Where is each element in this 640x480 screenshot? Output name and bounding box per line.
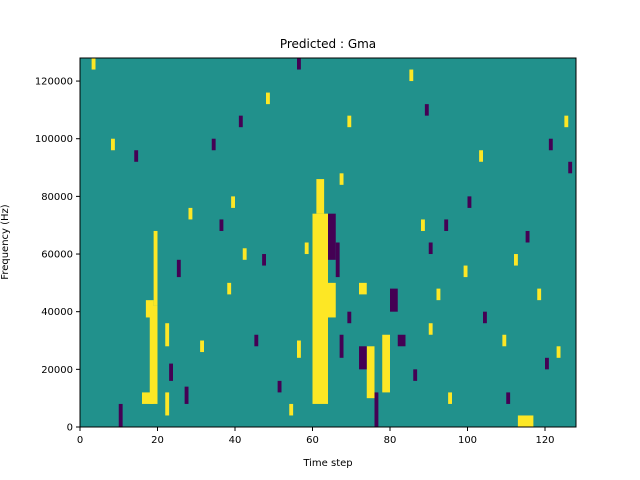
y-tick-label: 80000	[41, 192, 73, 203]
heatmap-cell	[91, 58, 96, 70]
heatmap-cell	[153, 230, 158, 306]
y-axis-label: Frequency (Hz)	[0, 204, 11, 280]
heatmap-cell	[142, 392, 154, 404]
heatmap-cell	[382, 334, 390, 393]
heatmap-cell	[238, 115, 243, 128]
heatmap-cell	[347, 311, 352, 324]
heatmap-cell	[428, 242, 433, 255]
x-tick-label: 0	[77, 435, 83, 446]
heatmap-cell	[231, 196, 235, 208]
plot-frame	[79, 57, 577, 428]
heatmap-cell	[339, 334, 344, 358]
heatmap-cell	[328, 282, 336, 318]
x-axis-ticks: 0 20 40 60 80 100 120	[77, 427, 555, 446]
heatmap-cell	[339, 173, 344, 185]
y-tick-label: 120000	[35, 77, 73, 88]
heatmap-cell	[184, 386, 189, 404]
heatmap-cell	[517, 415, 534, 427]
heatmap-cell	[149, 305, 158, 404]
heatmap-cell	[297, 340, 301, 358]
heatmap-cell	[145, 300, 154, 318]
heatmap-cell	[188, 207, 193, 220]
x-tick-label: 20	[151, 435, 164, 446]
y-tick-label: 60000	[41, 250, 73, 261]
heatmap-cell	[118, 403, 123, 427]
heatmap-cell	[347, 115, 352, 128]
heatmap-cell	[366, 346, 375, 399]
heatmap-cell	[277, 380, 282, 393]
y-tick-label: 40000	[41, 307, 73, 318]
x-tick-label: 100	[458, 435, 477, 446]
heatmap-cell	[483, 311, 487, 324]
heatmap-cell	[502, 334, 507, 347]
y-tick-label: 100000	[35, 134, 73, 145]
heatmap-cell	[421, 219, 425, 231]
heatmap-cell	[436, 288, 441, 301]
heatmap-cell	[568, 161, 573, 174]
heatmap-cell	[448, 392, 452, 404]
heatmap-cell	[169, 363, 173, 381]
y-tick-label: 0	[67, 423, 73, 434]
heatmap-cell	[548, 138, 553, 151]
x-tick-label: 60	[306, 435, 319, 446]
heatmap-cell	[537, 288, 542, 301]
y-tick-label: 20000	[41, 365, 73, 376]
x-tick-label: 80	[384, 435, 397, 446]
x-tick-label: 40	[229, 435, 242, 446]
heatmap-cell	[359, 282, 367, 295]
heatmap-cell	[409, 69, 414, 82]
x-axis-label: Time step	[302, 458, 352, 469]
heatmap-cell	[262, 254, 266, 266]
heatmap-cell	[289, 403, 294, 416]
heatmap-cell	[242, 248, 247, 260]
heatmap-cell	[564, 115, 569, 128]
heatmap-cell	[165, 392, 170, 416]
heatmap-cell	[525, 230, 530, 243]
heatmap-cell	[397, 334, 406, 347]
heatmap-cell	[514, 254, 518, 266]
heatmap-cells	[91, 58, 573, 427]
heatmap-cell	[479, 150, 483, 162]
heatmap-cell	[111, 138, 115, 151]
heatmap-cell	[328, 213, 336, 260]
x-tick-label: 120	[535, 435, 554, 446]
heatmap-cell	[312, 213, 328, 404]
heatmap-cell	[463, 265, 468, 278]
heatmap-cell	[335, 242, 340, 278]
heatmap-cell	[211, 138, 216, 151]
plot-area	[79, 57, 577, 428]
heatmap-cell	[444, 219, 449, 231]
heatmap-cell	[304, 242, 309, 255]
y-axis-ticks: 0 20000 40000 60000 80000 100000 120000	[35, 77, 80, 434]
heatmap-cell	[424, 104, 429, 116]
heatmap-cell	[176, 259, 181, 278]
heatmap-cell	[254, 334, 259, 347]
heatmap-cell	[506, 392, 511, 404]
heatmap-cell	[316, 179, 325, 214]
heatmap-cell	[200, 340, 204, 353]
heatmap-cell	[297, 58, 301, 70]
heatmap-cell	[390, 288, 398, 312]
chart-title: Predicted : Gma	[280, 37, 376, 51]
heatmap-cell	[545, 357, 549, 370]
heatmap-cell	[165, 323, 170, 347]
heatmap-cell	[413, 369, 418, 381]
heatmap-cell	[556, 346, 561, 358]
heatmap-cell	[359, 346, 367, 370]
heatmap-cell	[219, 219, 224, 231]
heatmap-cell	[134, 150, 139, 162]
heatmap-cell	[428, 323, 433, 335]
heatmap-cell	[467, 196, 472, 208]
heatmap-cell	[266, 92, 270, 105]
heatmap-cell	[227, 282, 232, 295]
heatmap-cell	[374, 392, 379, 427]
